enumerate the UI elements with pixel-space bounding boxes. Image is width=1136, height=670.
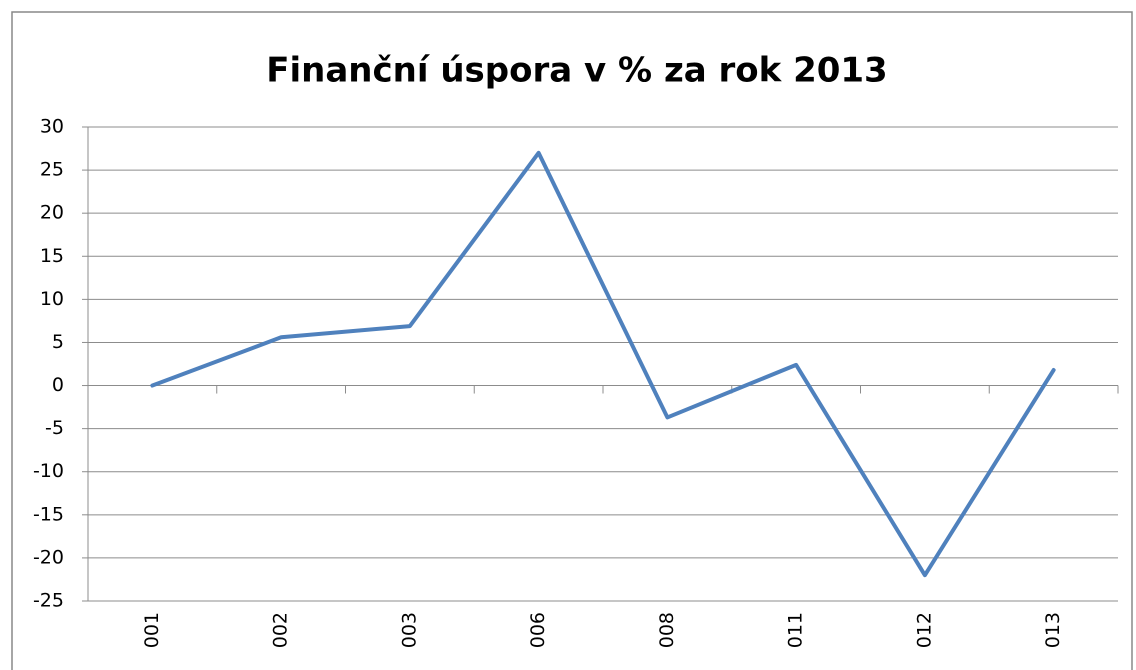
x-tick-label: 002 <box>270 612 292 648</box>
y-tick-label: 10 <box>40 288 64 310</box>
y-tick-label: -15 <box>33 503 64 525</box>
data-line <box>150 150 1056 578</box>
y-tick-label: -20 <box>33 546 64 568</box>
chart-border <box>11 11 1133 670</box>
y-tick-label: 15 <box>40 245 64 267</box>
x-tick-label: 012 <box>913 612 935 648</box>
y-tick-label: -5 <box>45 417 64 439</box>
x-tick-label: 013 <box>1042 612 1064 648</box>
y-tick-label: 5 <box>52 331 64 353</box>
y-tick-label: 20 <box>40 202 64 224</box>
y-tick-label: 30 <box>40 116 64 138</box>
y-tick-label: -25 <box>33 590 64 612</box>
x-tick-label: 003 <box>398 612 420 648</box>
x-tick-label: 011 <box>785 612 807 648</box>
x-tick-label: 008 <box>656 612 678 648</box>
x-tick-label: 001 <box>141 612 163 648</box>
y-tick-label: 25 <box>40 159 64 181</box>
x-tick-label: 006 <box>527 612 549 648</box>
chart-title: Finanční úspora v % za rok 2013 <box>266 51 887 91</box>
y-tick-label: -10 <box>33 460 64 482</box>
y-tick-label: 0 <box>52 374 64 396</box>
